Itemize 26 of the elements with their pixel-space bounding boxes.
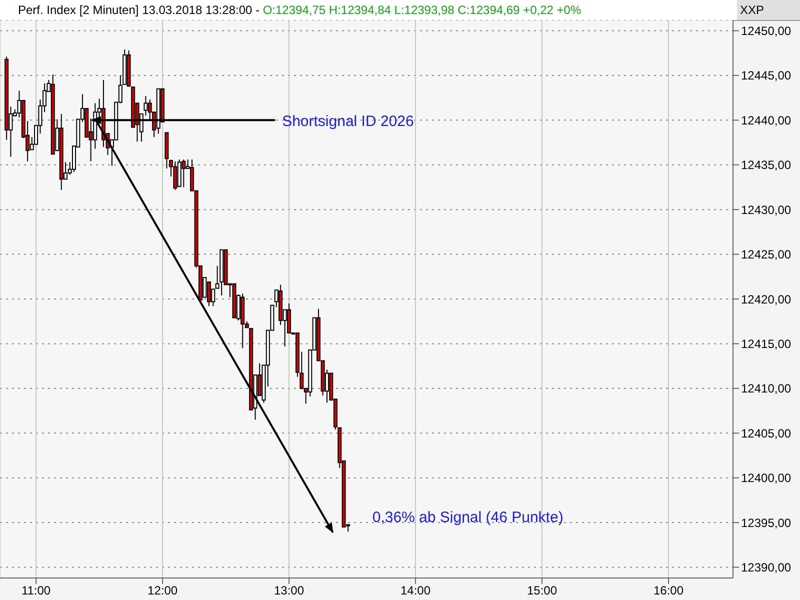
- y-tick-label: 12415,00: [741, 336, 792, 351]
- candlestick: [182, 159, 186, 188]
- x-tick-label: 11:00: [21, 584, 51, 598]
- y-tick-label: 12395,00: [741, 516, 792, 530]
- y-tick-label: 12440,00: [741, 113, 792, 128]
- y-tick-label: 12390,00: [741, 560, 792, 575]
- y-tick-label: 12450,00: [741, 24, 792, 38]
- y-tick-label: 12400,00: [741, 471, 792, 486]
- chart-title: Perf. Index [2 Minuten] 13.03.2018 13:28:00 -: [18, 3, 260, 17]
- x-tick-label: 15:00: [526, 584, 558, 598]
- y-tick-label: 12410,00: [741, 382, 792, 396]
- annotation: Shortsignal ID 2026: [282, 113, 414, 130]
- y-tick-label: 12405,00: [741, 426, 792, 440]
- candlestick: [173, 160, 178, 190]
- y-axis-title: XXP: [737, 0, 800, 20]
- annotation: 0,36% ab Signal (46 Punkte): [372, 509, 564, 526]
- y-tick-label: 12445,00: [741, 68, 792, 83]
- x-tick-label: 16:00: [653, 584, 684, 598]
- y-tick-label: 12435,00: [741, 158, 792, 172]
- x-tick-label: 13:00: [274, 584, 304, 598]
- x-tick-label: 14:00: [400, 584, 431, 598]
- y-tick-label: 12420,00: [741, 292, 792, 306]
- y-tick-label: 12425,00: [741, 248, 792, 262]
- y-tick-label: 12430,00: [741, 202, 792, 217]
- x-tick-label: 12:00: [148, 584, 178, 598]
- chart-subtitle: O:12394,75 H:12394,84 L:12393,98 C:12394,69 +0,22 +0%: [262, 3, 582, 17]
